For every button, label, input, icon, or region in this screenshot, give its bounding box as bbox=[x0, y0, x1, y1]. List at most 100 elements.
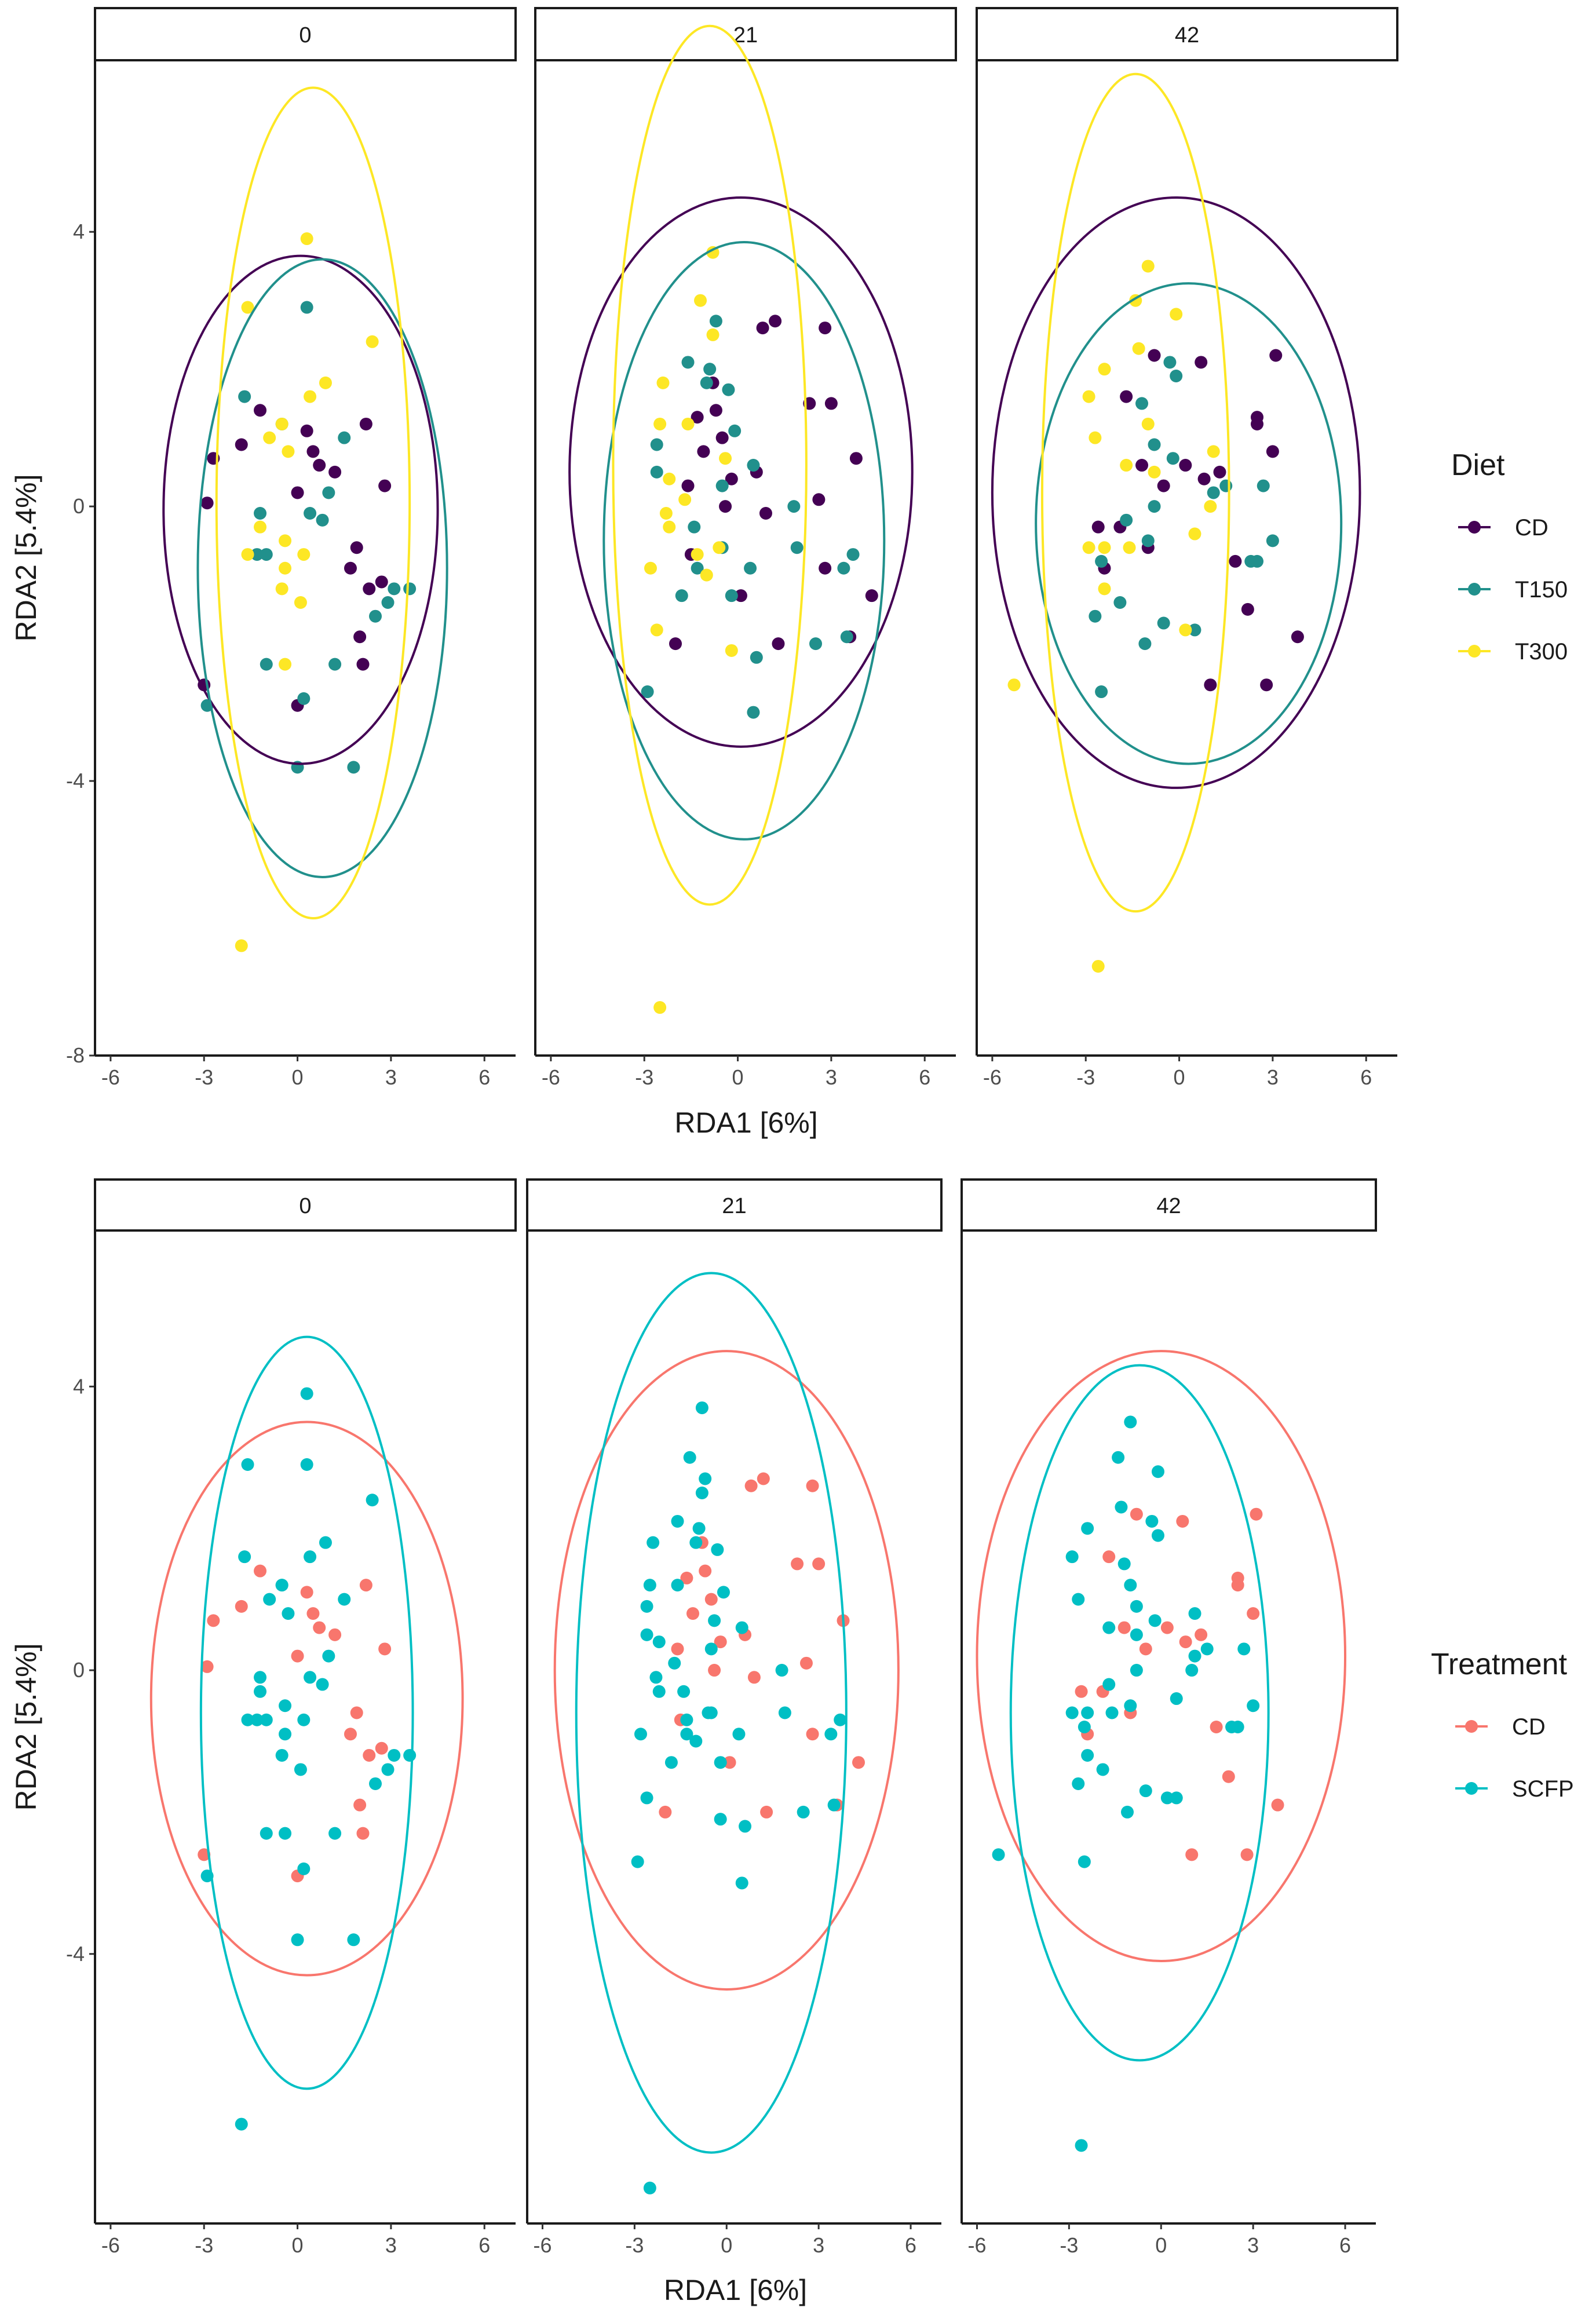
point-cd bbox=[757, 1472, 770, 1485]
point-cd bbox=[235, 438, 248, 451]
point-t150 bbox=[675, 589, 688, 603]
point-t300 bbox=[297, 548, 311, 561]
point-t300 bbox=[304, 390, 317, 403]
point-t150 bbox=[1095, 685, 1108, 699]
point-t150 bbox=[260, 548, 273, 561]
point-t300 bbox=[725, 644, 738, 657]
y-tick-label: 4 bbox=[73, 220, 85, 243]
point-cd bbox=[1260, 678, 1273, 692]
legend-label-cd: CD bbox=[1512, 1714, 1546, 1740]
point-cd bbox=[715, 431, 729, 444]
point-cd bbox=[1075, 1685, 1088, 1698]
point-scfp bbox=[1188, 1649, 1201, 1663]
point-scfp bbox=[647, 1536, 660, 1549]
point-scfp bbox=[1148, 1614, 1162, 1627]
point-t300 bbox=[1120, 459, 1133, 472]
point-cd bbox=[708, 1664, 721, 1677]
point-t150 bbox=[840, 630, 853, 644]
point-scfp bbox=[689, 1536, 703, 1549]
ellipse-t150 bbox=[196, 258, 448, 878]
point-scfp bbox=[680, 1713, 693, 1726]
ellipse-cd bbox=[162, 254, 439, 765]
legend-label-cd: CD bbox=[1515, 515, 1548, 541]
point-t300 bbox=[254, 520, 267, 534]
point-t300 bbox=[691, 548, 704, 561]
point-t150 bbox=[1207, 486, 1220, 499]
point-scfp bbox=[631, 1855, 644, 1868]
point-cd bbox=[350, 1706, 363, 1719]
point-cd bbox=[363, 1748, 376, 1762]
point-t150 bbox=[750, 651, 763, 664]
point-scfp bbox=[1231, 1721, 1244, 1733]
point-t150 bbox=[641, 685, 654, 699]
point-cd bbox=[306, 445, 320, 458]
point-t150 bbox=[304, 506, 317, 520]
point-scfp bbox=[294, 1763, 307, 1776]
y-tick-label: -4 bbox=[66, 769, 85, 793]
facet-strip-label: 42 bbox=[1156, 1194, 1181, 1218]
point-scfp bbox=[1075, 2139, 1088, 2152]
point-cd bbox=[1269, 349, 1283, 362]
point-scfp bbox=[1078, 1855, 1091, 1868]
point-scfp bbox=[297, 1713, 311, 1726]
point-scfp bbox=[279, 1827, 292, 1840]
point-t150 bbox=[297, 692, 311, 705]
point-cd bbox=[1213, 465, 1226, 479]
point-scfp bbox=[739, 1820, 752, 1833]
point-cd bbox=[669, 637, 682, 651]
point-scfp bbox=[388, 1748, 401, 1762]
point-scfp bbox=[1247, 1699, 1260, 1712]
x-tick-label: 3 bbox=[1267, 1065, 1279, 1089]
x-tick-label: 6 bbox=[1339, 2233, 1351, 2257]
point-cd bbox=[1250, 1507, 1263, 1521]
point-t150 bbox=[1163, 356, 1177, 369]
point-scfp bbox=[366, 1494, 379, 1507]
point-cd bbox=[1102, 1550, 1116, 1564]
point-scfp bbox=[1237, 1642, 1251, 1656]
point-cd bbox=[375, 1741, 388, 1755]
point-scfp bbox=[1170, 1791, 1183, 1805]
point-scfp bbox=[1102, 1678, 1116, 1691]
point-scfp bbox=[304, 1550, 317, 1564]
point-t300 bbox=[279, 561, 292, 575]
point-cd bbox=[375, 575, 388, 589]
point-scfp bbox=[1112, 1451, 1125, 1464]
facet-strip-42 bbox=[960, 1178, 1377, 1232]
point-scfp bbox=[322, 1649, 335, 1663]
point-t300 bbox=[1098, 541, 1111, 554]
point-cd bbox=[691, 411, 704, 424]
point-t300 bbox=[1148, 465, 1161, 479]
point-t300 bbox=[235, 939, 248, 952]
point-cd bbox=[1251, 411, 1263, 424]
point-t150 bbox=[722, 383, 735, 396]
point-t150 bbox=[1257, 479, 1270, 492]
point-t300 bbox=[1091, 959, 1105, 973]
ellipse-scfp bbox=[575, 1272, 848, 2154]
point-scfp bbox=[668, 1656, 681, 1670]
ellipse-cd bbox=[553, 1350, 900, 1991]
point-cd bbox=[207, 1614, 220, 1627]
point-t150 bbox=[709, 315, 722, 328]
y-tick-label: 4 bbox=[73, 1374, 85, 1398]
point-scfp bbox=[634, 1728, 647, 1741]
x-tick-label: -3 bbox=[1060, 2233, 1078, 2257]
point-cd bbox=[744, 1479, 758, 1492]
x-tick-label: -3 bbox=[1076, 1065, 1095, 1089]
point-cd bbox=[359, 1579, 372, 1592]
point-cd bbox=[291, 1649, 304, 1663]
point-cd bbox=[680, 1571, 693, 1584]
point-scfp bbox=[702, 1706, 715, 1719]
facet-strip-label: 42 bbox=[1175, 23, 1199, 48]
point-t150 bbox=[1219, 479, 1233, 492]
point-scfp bbox=[714, 1756, 727, 1769]
point-cd bbox=[1117, 1621, 1131, 1634]
point-t150 bbox=[700, 376, 713, 389]
x-tick-label: 0 bbox=[721, 2233, 732, 2257]
point-t300 bbox=[319, 376, 332, 389]
point-cd bbox=[1271, 1798, 1284, 1812]
point-scfp bbox=[680, 1728, 693, 1741]
y-tick-label: -8 bbox=[66, 1043, 85, 1067]
point-cd bbox=[344, 1728, 357, 1741]
point-t300 bbox=[653, 417, 667, 430]
point-cd bbox=[865, 589, 878, 603]
